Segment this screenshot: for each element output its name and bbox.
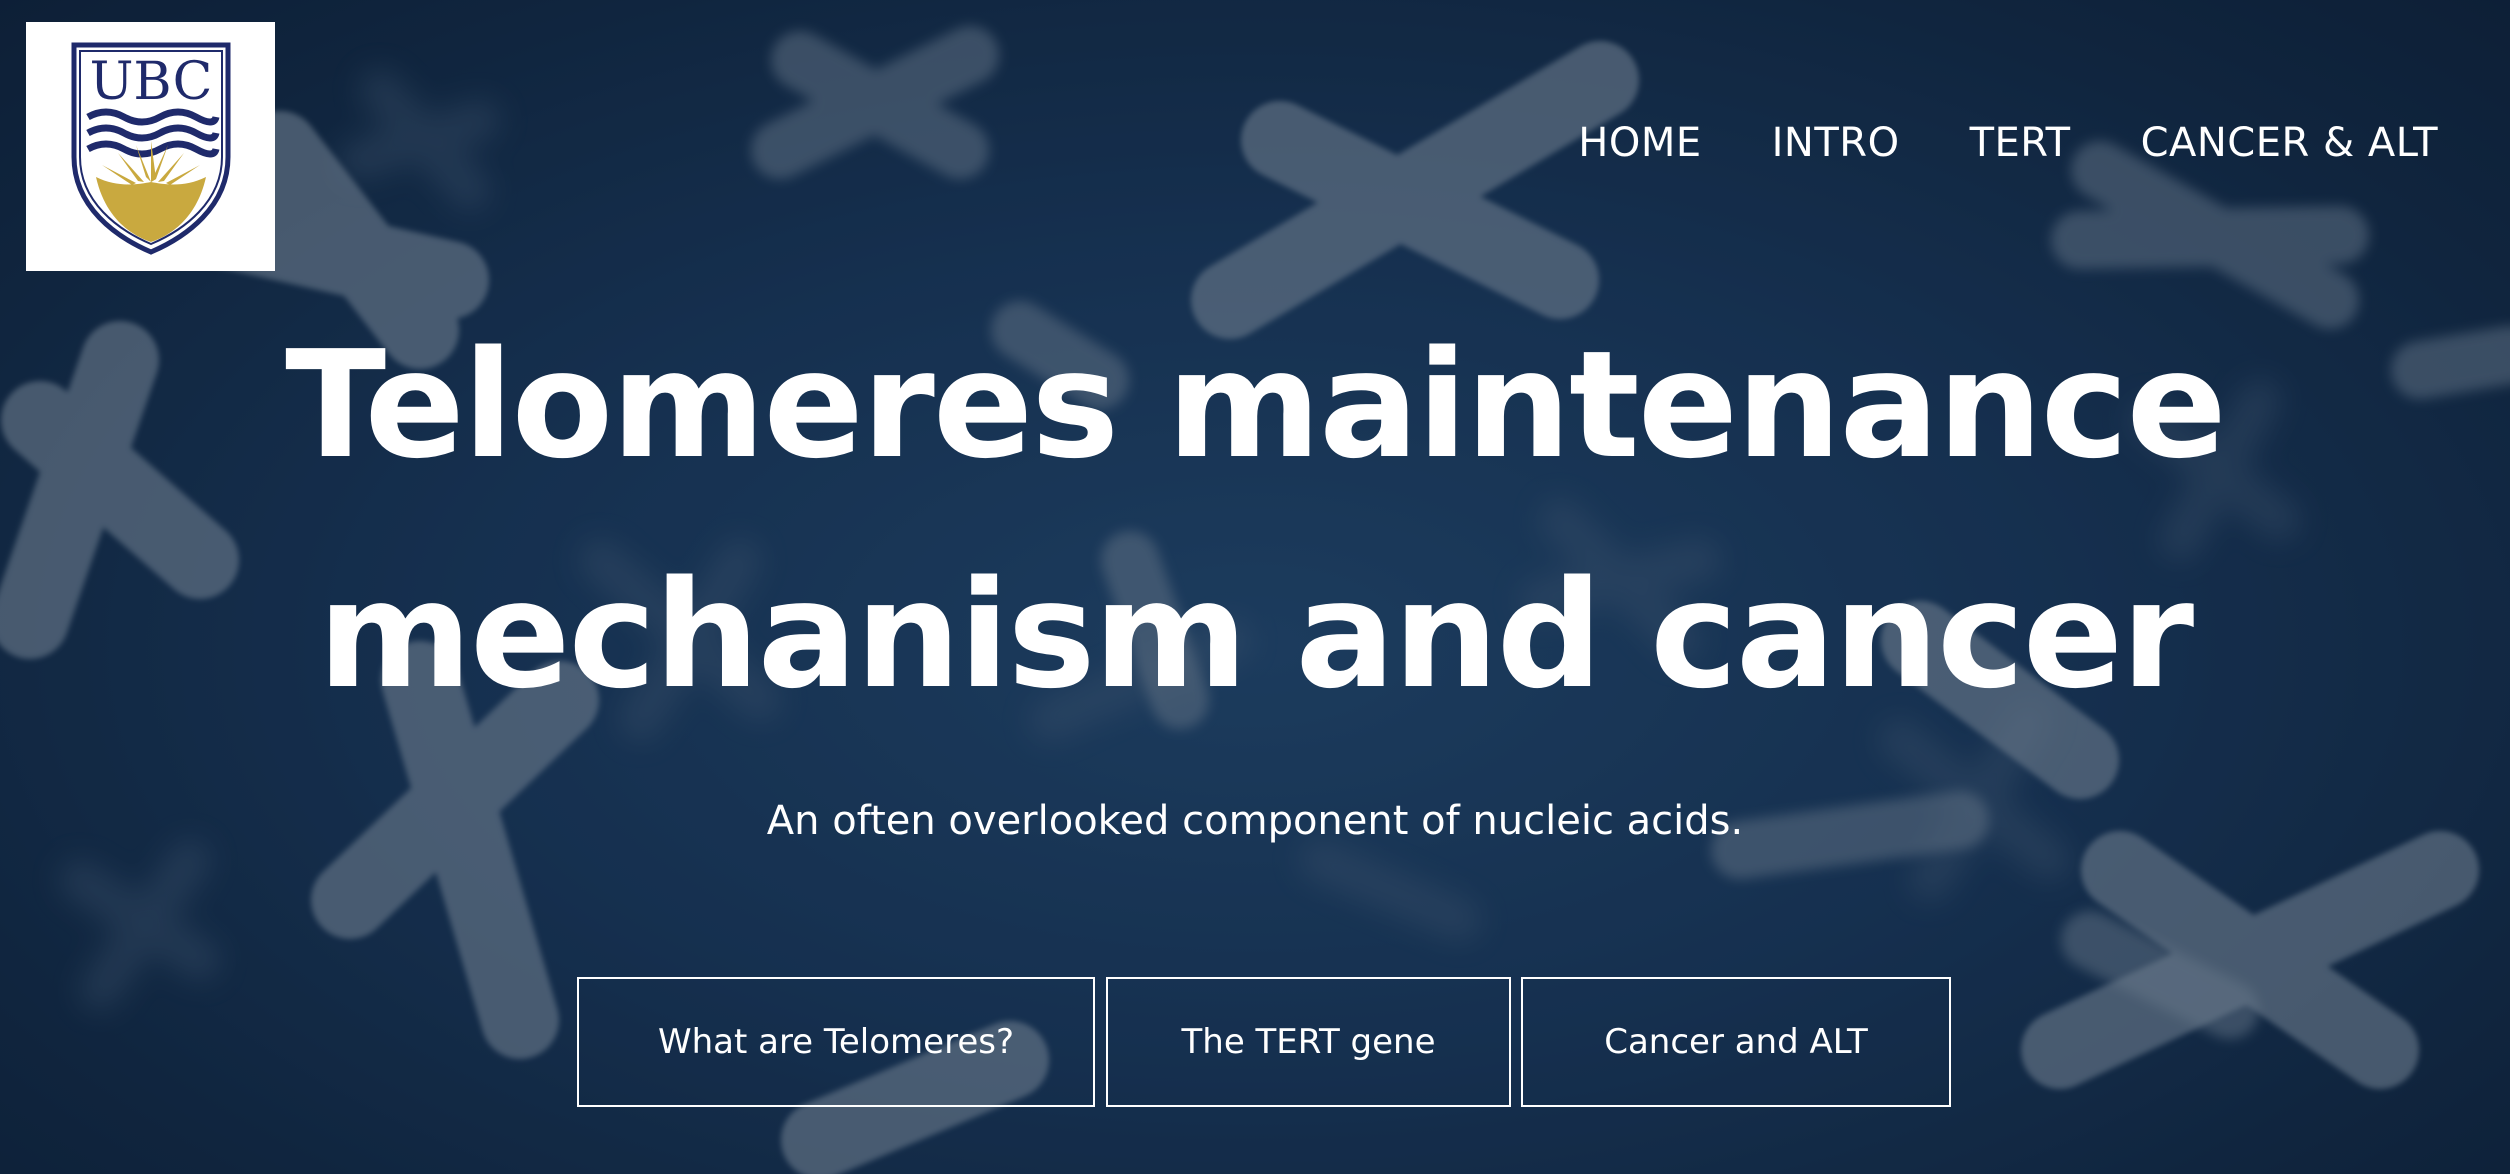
hero-title: Telomeres maintenance mechanism and canc… — [0, 290, 2510, 750]
ubc-crest-icon: UBC — [71, 42, 230, 255]
nav-tert-link[interactable]: TERT — [1969, 120, 2071, 166]
hero-title-line-2: mechanism and cancer — [317, 549, 2194, 721]
ubc-logo-text: UBC — [89, 52, 212, 112]
cancer-and-alt-button[interactable]: Cancer and ALT — [1521, 977, 1951, 1107]
main-nav: HOME INTRO TERT CANCER & ALT — [1578, 120, 2438, 166]
nav-cancer-alt-link[interactable]: CANCER & ALT — [2140, 120, 2438, 166]
hero-subtitle: An often overlooked component of nucleic… — [766, 798, 1744, 844]
what-are-telomeres-button[interactable]: What are Telomeres? — [577, 977, 1095, 1107]
nav-intro-link[interactable]: INTRO — [1771, 120, 1900, 166]
ubc-logo[interactable]: UBC — [26, 22, 275, 271]
hero-title-line-1: Telomeres maintenance — [285, 319, 2227, 491]
tert-gene-button[interactable]: The TERT gene — [1106, 977, 1511, 1107]
nav-home-link[interactable]: HOME — [1578, 120, 1702, 166]
